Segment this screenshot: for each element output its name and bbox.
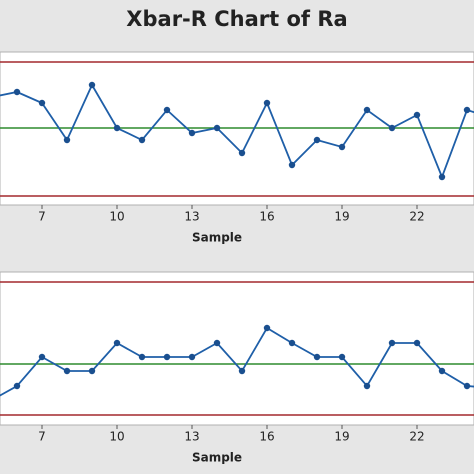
data-point <box>263 99 271 107</box>
data-point <box>163 353 171 361</box>
data-point <box>113 339 121 347</box>
data-point <box>338 353 346 361</box>
data-point <box>363 106 371 114</box>
data-point <box>13 88 21 96</box>
data-point <box>163 106 171 114</box>
data-point <box>413 339 421 347</box>
data-point <box>388 339 396 347</box>
data-point <box>313 136 321 144</box>
data-point <box>288 161 296 169</box>
data-point <box>463 382 471 390</box>
data-point <box>138 353 146 361</box>
data-point <box>63 367 71 375</box>
data-point <box>188 353 196 361</box>
x-tick-label: 7 <box>38 430 46 444</box>
x-axis-label: Sample <box>192 451 242 465</box>
data-point <box>88 81 96 89</box>
data-point <box>413 111 421 119</box>
data-point <box>63 136 71 144</box>
data-point <box>13 382 21 390</box>
x-tick-label: 19 <box>334 210 349 224</box>
plot-area <box>0 271 474 426</box>
data-point <box>188 129 196 137</box>
data-point <box>38 99 46 107</box>
x-tick-label: 7 <box>38 210 46 224</box>
data-point <box>288 339 296 347</box>
x-tick-label: 22 <box>409 210 424 224</box>
data-point <box>113 124 121 132</box>
plot <box>0 61 474 197</box>
plot <box>0 281 474 416</box>
x-tick-label: 10 <box>109 210 124 224</box>
data-point <box>238 367 246 375</box>
data-point <box>213 339 221 347</box>
x-tick-label: 13 <box>184 210 199 224</box>
data-point <box>213 124 221 132</box>
x-tick-label: 22 <box>409 430 424 444</box>
x-tick-label: 16 <box>259 430 274 444</box>
data-point <box>313 353 321 361</box>
data-point <box>38 353 46 361</box>
data-point <box>263 324 271 332</box>
data-point <box>338 143 346 151</box>
data-point <box>388 124 396 132</box>
data-point <box>88 367 96 375</box>
data-point <box>238 149 246 157</box>
data-point <box>138 136 146 144</box>
x-tick-label: 13 <box>184 430 199 444</box>
x-tick-label: 19 <box>334 430 349 444</box>
x-axis-label: Sample <box>192 231 242 245</box>
data-point <box>463 106 471 114</box>
x-tick-label: 10 <box>109 430 124 444</box>
data-point <box>438 173 446 181</box>
chart-title: Xbar-R Chart of Ra <box>126 7 347 31</box>
x-tick-label: 16 <box>259 210 274 224</box>
data-point <box>438 367 446 375</box>
data-point <box>363 382 371 390</box>
